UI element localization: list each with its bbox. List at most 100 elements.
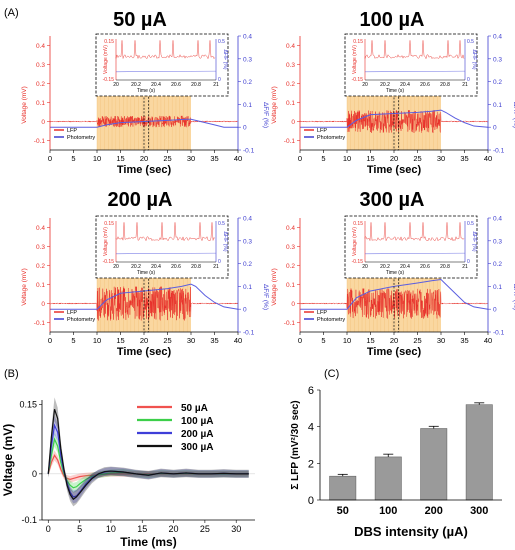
- y-tick-label: 4: [308, 422, 314, 434]
- y-tick-label-left: 0.4: [286, 225, 295, 232]
- x-tick-label: 5: [77, 524, 82, 534]
- y-tick-label-right: 0.2: [243, 79, 252, 86]
- panel-title: 300 µA: [360, 189, 425, 211]
- y-tick-label-right: 0.4: [243, 34, 252, 41]
- y-tick-label-right: -0.1: [243, 148, 255, 155]
- inset-y-tick-label-left: -0.15: [103, 77, 115, 83]
- y-tick-label-left: 0.4: [36, 225, 45, 232]
- inset-y-tick-label-left: -0.15: [352, 259, 364, 265]
- x-tick-label: 200: [425, 505, 443, 517]
- y-tick-label: 0: [308, 495, 314, 507]
- inset-y-tick-label-right: 0.5: [218, 221, 225, 227]
- panel-a1: 50 µA -0.1 0 0.1 0.2 0.3 0.4 -0.1 0 0.1 0.2 0.3 0.4 0…: [21, 9, 269, 176]
- inset: 0.15 -0.15 0.5 0 20 20.2 20.4 20.6 20.8 21 Time (s…: [95, 215, 229, 279]
- photometry-trace: [50, 118, 238, 128]
- x-tick-label: 20: [169, 524, 179, 534]
- inset-y-tick-label-right: 0.5: [467, 221, 474, 227]
- y-tick-label-right: 0.1: [243, 102, 252, 109]
- y-tick-label-left: 0: [291, 119, 295, 126]
- inset-x-tick-label: 20: [113, 82, 119, 88]
- inset-photometry-trace: [115, 70, 217, 73]
- inset-x-tick-label: 20: [362, 82, 368, 88]
- y-axis-label-right: ΔF/F (%): [512, 102, 515, 128]
- inset: 0.15 -0.15 0.5 0 20 20.2 20.4 20.6 20.8 21 Time (s…: [344, 215, 478, 279]
- y-tick-label-right: 0.4: [493, 216, 502, 223]
- inset-y-tick-label-right: 0.5: [467, 39, 474, 45]
- legend-label-photometry: Photometry: [67, 317, 95, 323]
- inset-x-axis-label: Time (s): [137, 88, 155, 94]
- y-tick-label-left: 0.2: [36, 81, 45, 88]
- panel-label-b: (B): [4, 368, 19, 380]
- inset-x-tick-label: 20.8: [440, 264, 450, 270]
- x-tick-label: 100: [379, 505, 397, 517]
- y-tick-label-right: 0.1: [243, 284, 252, 291]
- x-tick-label: 25: [163, 154, 171, 163]
- inset-y-tick-label-left: 0.15: [104, 221, 114, 227]
- inset-x-tick-label: 21: [462, 264, 468, 270]
- y-tick-label-right: 0: [493, 307, 497, 314]
- x-tick-label: 35: [210, 154, 218, 163]
- inset-x-tick-label: 20.8: [191, 264, 201, 270]
- bar: [420, 428, 448, 501]
- y-tick-label-right: 0.4: [243, 216, 252, 223]
- inset-y-tick-label-left: 0.15: [104, 39, 114, 45]
- inset-x-axis-label: Time (s): [137, 270, 155, 276]
- photometry-trace: [50, 283, 239, 310]
- y-tick-label-left: 0.4: [286, 43, 295, 50]
- panel-title: 50 µA: [113, 9, 167, 31]
- x-tick-label: 15: [366, 154, 374, 163]
- y-tick-label-left: 0: [291, 301, 295, 308]
- legend-label-lfp: LFP: [317, 310, 327, 316]
- x-tick-label: 30: [437, 154, 445, 163]
- panel-a2: 100 µA -0.1 0 0.1 0.2 0.3 0.4 -0.1 0 0.1 0.2 0.3 0.4…: [271, 9, 515, 176]
- inset-x-tick-label: 20.6: [171, 82, 181, 88]
- panel-label-c: (C): [324, 368, 339, 380]
- x-tick-label: 30: [437, 336, 445, 345]
- y-tick-label-right: 0.1: [493, 102, 502, 109]
- y-tick-label-right: 0.4: [493, 34, 502, 41]
- x-tick-label: 300: [470, 505, 488, 517]
- x-tick-label: 40: [234, 154, 242, 163]
- y-axis-label: Σ LFP (mV²/30 sec): [290, 400, 301, 489]
- inset-y-axis-label-left: Voltage (mV): [352, 45, 358, 74]
- x-tick-label: 10: [93, 336, 101, 345]
- x-tick-label: 0: [48, 336, 52, 345]
- inset-frame: [344, 215, 478, 279]
- inset-lfp-trace: [115, 222, 216, 242]
- y-tick-label-left: -0.1: [284, 138, 296, 145]
- panel-c: 50 100 200 300 0 2 4 6 DBS intensity (µA) Σ LFP (…: [290, 385, 502, 539]
- y-tick-label: 2: [308, 458, 314, 470]
- inset-frame: [344, 33, 478, 97]
- x-tick-label: 20: [140, 336, 148, 345]
- y-tick-label-right: 0.2: [493, 79, 502, 86]
- y-tick-label-right: 0.3: [493, 238, 502, 245]
- y-tick-label-left: -0.1: [34, 138, 46, 145]
- y-tick-label-left: 0.1: [36, 100, 45, 107]
- inset-x-tick-label: 20.8: [191, 82, 201, 88]
- y-tick-label-left: 0: [41, 301, 45, 308]
- y-tick-label-left: 0.2: [36, 263, 45, 270]
- inset-x-tick-label: 20: [113, 264, 119, 270]
- y-tick-label: 0.15: [19, 400, 37, 410]
- inset-y-axis-label-right: ΔF/F (%): [471, 49, 477, 69]
- x-tick-label: 30: [187, 336, 195, 345]
- y-tick-label-left: 0.2: [286, 81, 295, 88]
- x-tick-label: 35: [460, 154, 468, 163]
- y-tick-label-right: 0.1: [493, 284, 502, 291]
- x-axis-label: Time (sec): [117, 346, 172, 358]
- x-tick-label: 5: [321, 154, 325, 163]
- inset-x-tick-label: 21: [213, 82, 219, 88]
- y-axis-label-left: Voltage (mV): [21, 86, 28, 124]
- x-tick-label: 40: [484, 154, 492, 163]
- inset-x-tick-label: 20.6: [420, 264, 430, 270]
- y-tick-label: -0.1: [21, 515, 37, 525]
- y-axis-label-right: ΔF/F (%): [262, 284, 269, 310]
- x-tick-label: 10: [343, 336, 351, 345]
- x-tick-label: 0: [46, 524, 51, 534]
- x-tick-label: 25: [413, 336, 421, 345]
- y-tick-label-left: -0.1: [34, 320, 46, 327]
- x-axis-label: Time (ms): [120, 535, 176, 549]
- inset-y-axis-label-right: ΔF/F (%): [222, 49, 228, 69]
- inset-x-tick-label: 20.4: [400, 264, 410, 270]
- y-tick-label-left: 0.2: [286, 263, 295, 270]
